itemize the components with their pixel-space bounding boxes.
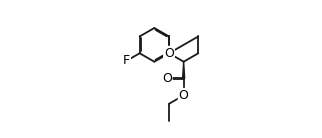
- Text: O: O: [162, 72, 172, 85]
- Polygon shape: [183, 62, 185, 79]
- Text: O: O: [164, 47, 174, 60]
- Text: F: F: [123, 54, 130, 67]
- Text: O: O: [179, 89, 189, 102]
